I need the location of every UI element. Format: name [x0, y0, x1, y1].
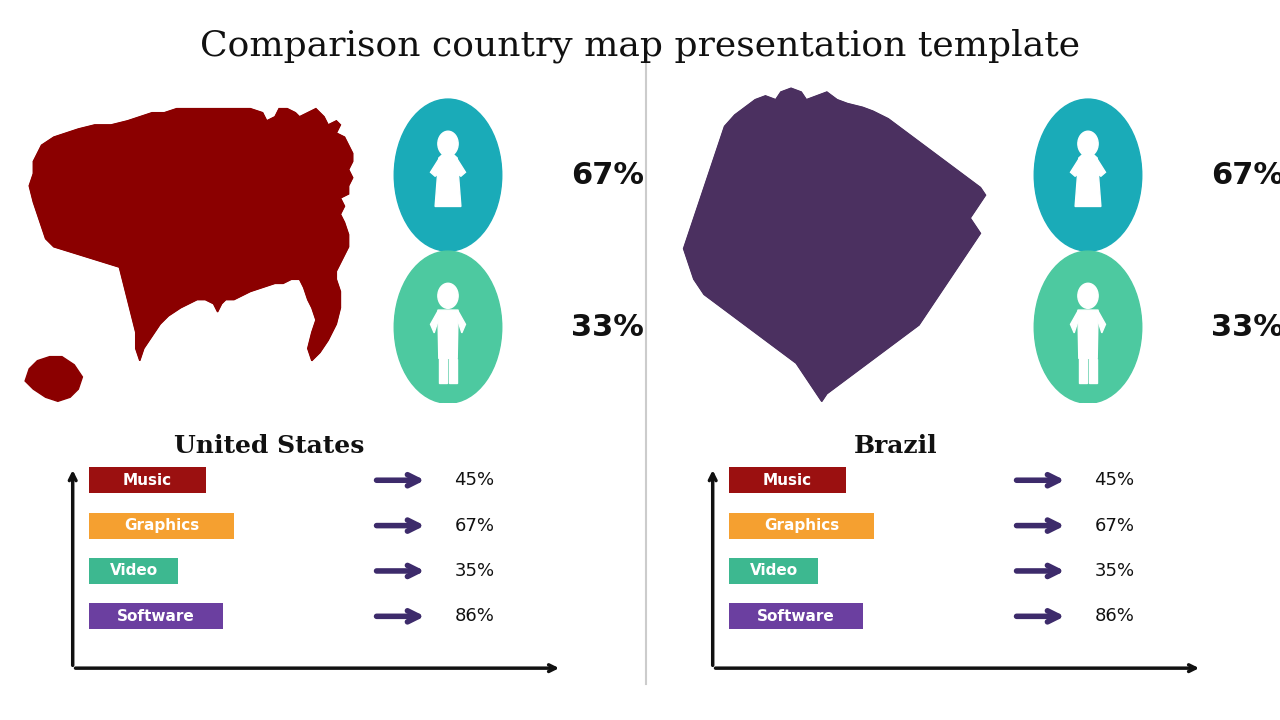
Polygon shape — [1078, 310, 1098, 359]
Polygon shape — [430, 159, 466, 176]
Text: 67%: 67% — [454, 517, 494, 534]
FancyBboxPatch shape — [88, 467, 206, 493]
Text: 86%: 86% — [1094, 607, 1134, 625]
Polygon shape — [1070, 311, 1078, 333]
Text: 86%: 86% — [454, 607, 494, 625]
Text: Video: Video — [750, 564, 797, 578]
Polygon shape — [458, 311, 466, 333]
Circle shape — [438, 283, 458, 308]
Text: 45%: 45% — [1094, 472, 1134, 490]
Text: Brazil: Brazil — [854, 434, 938, 459]
Text: 67%: 67% — [1211, 161, 1280, 189]
Polygon shape — [449, 359, 457, 383]
FancyBboxPatch shape — [88, 513, 234, 539]
Circle shape — [1078, 131, 1098, 156]
Circle shape — [438, 131, 458, 156]
Ellipse shape — [1034, 99, 1142, 251]
Text: Music: Music — [763, 473, 812, 487]
Text: Graphics: Graphics — [764, 518, 840, 533]
Text: 67%: 67% — [1094, 517, 1134, 534]
Polygon shape — [1070, 159, 1106, 176]
FancyBboxPatch shape — [728, 513, 874, 539]
Ellipse shape — [394, 251, 502, 403]
Text: Music: Music — [123, 473, 172, 487]
Polygon shape — [1075, 150, 1101, 207]
Text: United States: United States — [174, 434, 364, 459]
Text: Graphics: Graphics — [124, 518, 200, 533]
Text: Comparison country map presentation template: Comparison country map presentation temp… — [200, 29, 1080, 63]
Polygon shape — [435, 150, 461, 207]
FancyBboxPatch shape — [728, 467, 846, 493]
Polygon shape — [684, 88, 986, 402]
Text: 67%: 67% — [571, 161, 644, 189]
Polygon shape — [438, 310, 458, 359]
Polygon shape — [439, 359, 447, 383]
Text: Software: Software — [756, 609, 835, 624]
Polygon shape — [1089, 359, 1097, 383]
Text: 33%: 33% — [1211, 312, 1280, 342]
Polygon shape — [1079, 359, 1087, 383]
Polygon shape — [1098, 311, 1106, 333]
Circle shape — [1078, 283, 1098, 308]
FancyBboxPatch shape — [88, 558, 178, 584]
Polygon shape — [26, 356, 82, 401]
Text: 45%: 45% — [454, 472, 494, 490]
Polygon shape — [29, 109, 353, 361]
FancyBboxPatch shape — [728, 558, 818, 584]
Ellipse shape — [394, 99, 502, 251]
FancyBboxPatch shape — [88, 603, 223, 629]
Text: 35%: 35% — [1094, 562, 1134, 580]
Text: Software: Software — [116, 609, 195, 624]
Ellipse shape — [1034, 251, 1142, 403]
Polygon shape — [430, 311, 438, 333]
FancyBboxPatch shape — [728, 603, 863, 629]
Text: 33%: 33% — [571, 312, 644, 342]
Text: 35%: 35% — [454, 562, 494, 580]
Text: Video: Video — [110, 564, 157, 578]
